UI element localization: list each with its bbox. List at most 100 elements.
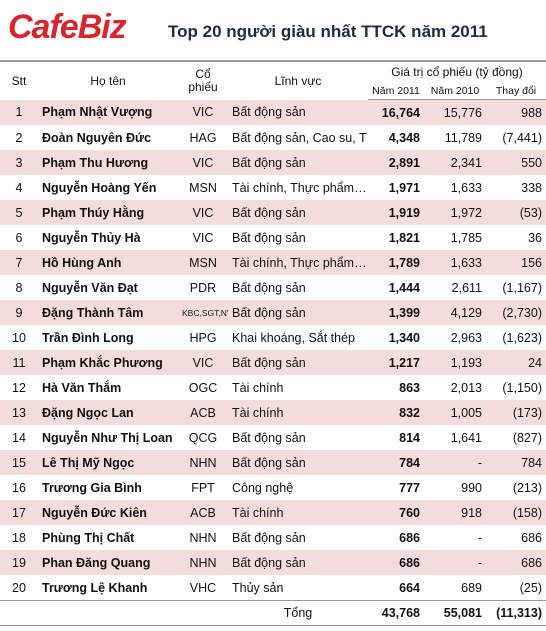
rank: 11 bbox=[12, 355, 26, 370]
name: Lê Thị Mỹ Ngọc bbox=[42, 455, 135, 470]
data-row: 9 Đặng Thành Tâm KBC,SGT,NVB,ITA Bất động s… bbox=[0, 300, 546, 325]
sector: Bất động sản bbox=[232, 455, 306, 470]
value-2011: 1,971 bbox=[388, 180, 420, 195]
column-header: Họ tên bbox=[38, 60, 178, 100]
rank: 12 bbox=[12, 380, 26, 395]
data-row: 4 Nguyễn Hoàng Yến MSN Tài chính, Thực phẩm… bbox=[0, 175, 546, 200]
value-2011: 2,891 bbox=[388, 155, 420, 170]
rank: 18 bbox=[12, 530, 26, 545]
ticker: NHN bbox=[189, 530, 217, 545]
sector: Tài chính bbox=[232, 505, 284, 520]
data-row: 2 Đoàn Nguyên Đức HAG Bất động sản, Cao su,… bbox=[0, 125, 546, 150]
value-2010: 689 bbox=[461, 580, 482, 595]
value-2010: 2,611 bbox=[451, 280, 482, 295]
change: 686 bbox=[521, 530, 542, 545]
name: Phan Đăng Quang bbox=[42, 555, 151, 570]
name: Đặng Ngọc Lan bbox=[42, 405, 134, 420]
value-2010: 2,013 bbox=[450, 380, 482, 395]
value-2010: 2,963 bbox=[450, 330, 482, 345]
total-value: (11,313) bbox=[486, 600, 546, 626]
total-row: Tổng 43,768 55,081 (11,313) bbox=[0, 600, 546, 626]
logo: CafeBiz bbox=[8, 8, 127, 46]
name: Nguyễn Đức Kiên bbox=[42, 505, 147, 520]
sector: Tài chính bbox=[232, 380, 284, 395]
value-2010: 4,129 bbox=[450, 305, 482, 320]
change: (158) bbox=[512, 505, 542, 520]
change: 686 bbox=[521, 555, 542, 570]
value-2011: 1,919 bbox=[388, 205, 420, 220]
value-2010: - bbox=[477, 555, 482, 570]
rank: 10 bbox=[12, 330, 26, 345]
sector: Bất động sản bbox=[232, 555, 306, 570]
change: 550 bbox=[521, 155, 542, 170]
name: Hồ Hùng Anh bbox=[42, 255, 122, 270]
data-row: 20 Trương Lệ Khanh VHC Thủy sản 664 689 (25) bbox=[0, 575, 546, 601]
column-header: Lĩnh vực bbox=[228, 60, 368, 100]
value-2010: 1,785 bbox=[450, 230, 482, 245]
total-value: 43,768 bbox=[368, 600, 424, 626]
value-2011: 4,348 bbox=[388, 130, 420, 145]
cell bbox=[38, 600, 178, 626]
subcolumn-header: Năm 2011 bbox=[368, 82, 424, 100]
change: 988 bbox=[521, 105, 542, 120]
rank: 19 bbox=[12, 555, 26, 570]
ticker: OGC bbox=[188, 380, 218, 395]
sector: Tài chính, Thực phẩm… bbox=[232, 180, 367, 195]
change: (1,150) bbox=[502, 380, 542, 395]
value-2011: 1,340 bbox=[388, 330, 420, 345]
name: Nguyễn Thủy Hà bbox=[42, 230, 141, 245]
change: (2,730) bbox=[502, 305, 542, 320]
sector: Bất động sản bbox=[232, 280, 306, 295]
value-2011: 664 bbox=[399, 580, 420, 595]
name: Phạm Thu Hương bbox=[42, 155, 149, 170]
change: (213) bbox=[512, 480, 542, 495]
sector: Bất động sản bbox=[232, 230, 306, 245]
value-2011: 16,764 bbox=[381, 105, 420, 120]
sector: Bất động sản bbox=[232, 205, 306, 220]
total-value: 55,081 bbox=[424, 600, 486, 626]
value-2010: 1,633 bbox=[450, 255, 482, 270]
table-foot: Tổng 43,768 55,081 (11,313) bbox=[0, 600, 546, 626]
value-2010: 1,633 bbox=[450, 180, 482, 195]
ticker: MSN bbox=[189, 180, 217, 195]
name: Phạm Nhật Vượng bbox=[42, 105, 153, 120]
sector: Bất động sản bbox=[232, 530, 306, 545]
ticker: VIC bbox=[192, 205, 214, 220]
banner: CafeBiz Top 20 người giàu nhất TTCK năm … bbox=[0, 0, 546, 60]
ticker: ACB bbox=[190, 405, 216, 420]
data-row: 1 Phạm Nhật Vượng VIC Bất động sản 16,764 15,… bbox=[0, 99, 546, 125]
name: Trương Lệ Khanh bbox=[42, 580, 148, 595]
value-2011: 1,399 bbox=[388, 305, 420, 320]
name: Phùng Thị Chất bbox=[42, 530, 135, 545]
data-row: 11 Phạm Khắc Phương VIC Bất động sản 1,217 1,… bbox=[0, 350, 546, 375]
rank: 13 bbox=[12, 405, 26, 420]
sector: Tài chính, Thực phẩm… bbox=[232, 255, 367, 270]
subheader-row: Năm 2011 Năm 2010 Thay đổi bbox=[0, 82, 546, 100]
name: Nguyễn Như Thị Loan bbox=[42, 430, 173, 445]
change: (7,441) bbox=[502, 130, 542, 145]
value-2011: 777 bbox=[399, 480, 420, 495]
sector: Tài chính bbox=[232, 405, 284, 420]
cell bbox=[178, 600, 228, 626]
change: 156 bbox=[521, 255, 542, 270]
data-row: 12 Hà Văn Thắm OGC Tài chính 863 2,013 (1,150) bbox=[0, 375, 546, 400]
change: 36 bbox=[528, 230, 542, 245]
value-2010: 1,005 bbox=[450, 405, 482, 420]
change: (1,167) bbox=[502, 280, 542, 295]
column-header: Cổ phiếu bbox=[178, 60, 228, 100]
sector: Công nghệ bbox=[232, 480, 294, 495]
ticker: VIC bbox=[192, 230, 214, 245]
ticker: HPG bbox=[189, 330, 217, 345]
ticker: VIC bbox=[192, 155, 214, 170]
sector: Khai khoáng, Sắt thép bbox=[232, 330, 356, 345]
data-row: 17 Nguyễn Đức Kiên ACB Tài chính 760 918 (158) bbox=[0, 500, 546, 525]
value-2011: 686 bbox=[399, 555, 420, 570]
rank: 2 bbox=[15, 130, 23, 145]
sector: Thủy sản bbox=[232, 580, 284, 595]
ticker: PDR bbox=[189, 280, 217, 295]
data-row: 8 Nguyễn Văn Đạt PDR Bất động sản 1,444 2,611… bbox=[0, 275, 546, 300]
cell bbox=[0, 600, 38, 626]
rank: 7 bbox=[15, 255, 23, 270]
data-row: 10 Trần Đình Long HPG Khai khoáng, Sắt thép… bbox=[0, 325, 546, 350]
value-2010: 1,193 bbox=[450, 355, 482, 370]
